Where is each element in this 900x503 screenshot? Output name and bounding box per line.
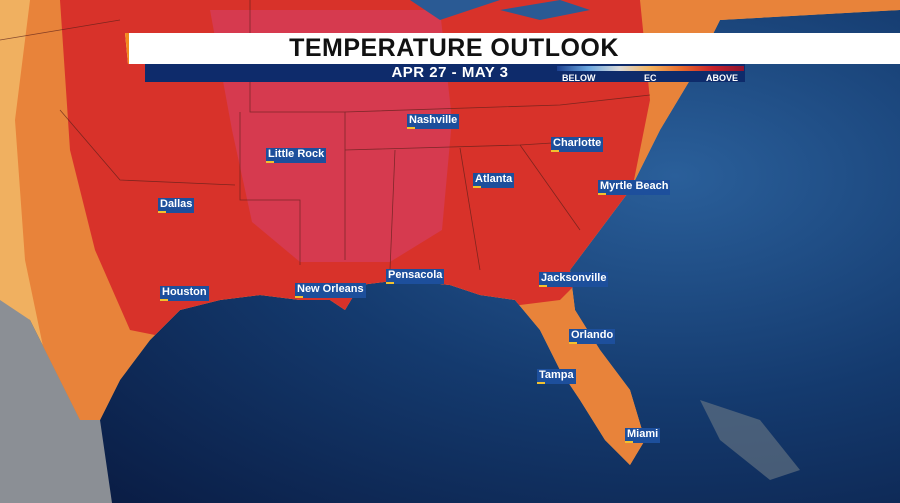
- city-label: Atlanta: [473, 173, 515, 188]
- title: TEMPERATURE OUTLOOK: [289, 34, 619, 62]
- city-label: New Orleans: [295, 283, 366, 298]
- lake: [500, 0, 590, 20]
- city-label: Miami: [625, 428, 661, 443]
- city-label: Charlotte: [551, 137, 604, 152]
- mexico: [0, 290, 112, 503]
- city-label: Myrtle Beach: [598, 180, 671, 195]
- city-label: Little Rock: [266, 148, 327, 163]
- legend-label: BELOW: [562, 73, 596, 83]
- bahamas: [700, 400, 800, 480]
- city-label: Orlando: [569, 329, 616, 344]
- city-label: Pensacola: [386, 269, 445, 284]
- city-label: Jacksonville: [539, 272, 609, 287]
- city-label: Dallas: [158, 198, 195, 213]
- legend-gradient: [557, 66, 744, 71]
- legend-label: EC: [644, 73, 657, 83]
- city-label: Houston: [160, 286, 209, 301]
- date-range: APR 27 - MAY 3: [391, 64, 509, 81]
- title-bar: TEMPERATURE OUTLOOK: [125, 33, 900, 64]
- legend-label: ABOVE: [706, 73, 739, 83]
- city-label: Nashville: [407, 114, 460, 129]
- city-label: Tampa: [537, 369, 576, 384]
- lake: [410, 0, 500, 20]
